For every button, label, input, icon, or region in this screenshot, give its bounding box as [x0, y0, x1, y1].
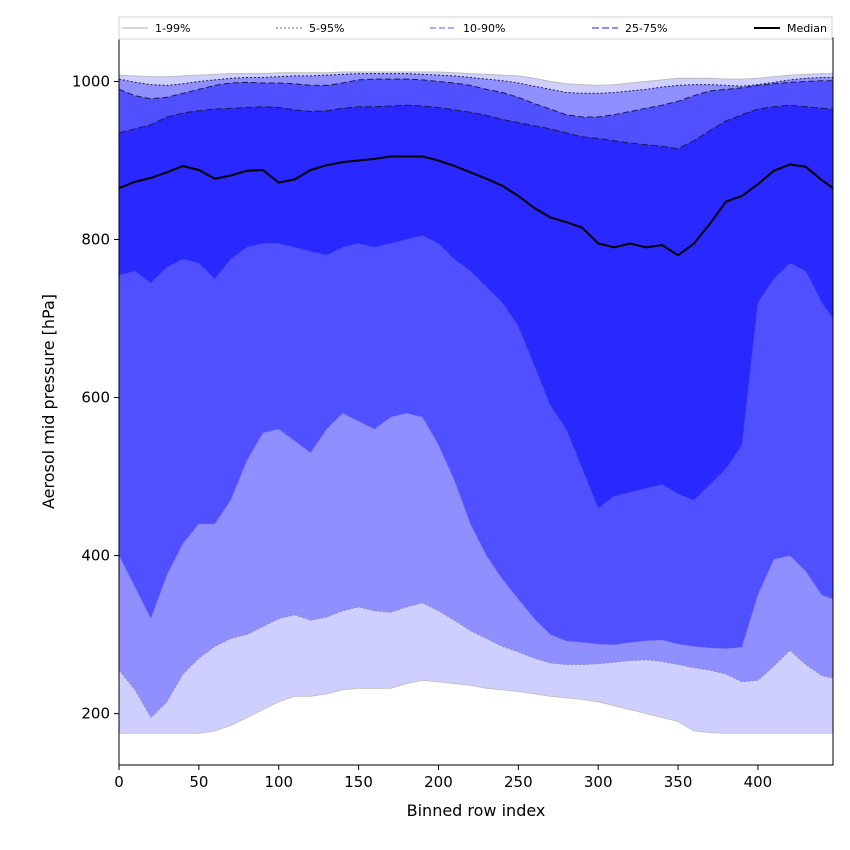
- y-tick-label: 400: [81, 547, 110, 565]
- legend: 1-99% 5-95% 10-90% 25-75% Median: [118, 16, 833, 40]
- x-tick-label: 150: [344, 773, 373, 791]
- median-line: [118, 155, 834, 257]
- band-edge-lines: [118, 71, 834, 734]
- band-lower-line-10-90pct: [118, 412, 834, 650]
- x-tick-label: 250: [504, 773, 533, 791]
- x-axis-ticks: 0 50 100 150 200 250 300 350 400: [114, 765, 772, 791]
- x-axis-label: Binned row index: [407, 801, 546, 820]
- x-tick-label: 200: [424, 773, 453, 791]
- band-25-75pct: [119, 105, 833, 509]
- band-upper-line-25-75pct: [118, 104, 834, 150]
- median-line-group: [118, 155, 834, 257]
- band-lower-line-5-95pct: [118, 602, 834, 719]
- x-tick-label: 400: [744, 773, 773, 791]
- legend-label: 5-95%: [309, 22, 344, 35]
- y-tick-label: 200: [81, 705, 110, 723]
- x-tick-label: 50: [189, 773, 208, 791]
- x-tick-label: 0: [114, 773, 124, 791]
- y-tick-label: 1000: [72, 72, 110, 90]
- legend-label: 10-90%: [463, 22, 505, 35]
- x-tick-label: 100: [264, 773, 293, 791]
- band-upper-line-10-90pct: [118, 78, 833, 118]
- band-lower-line-1-99pct: [119, 679, 833, 734]
- band-lower-line-25-75pct: [118, 235, 834, 509]
- band-upper-line-1-99pct: [118, 71, 833, 86]
- percentile-bands: [119, 72, 833, 734]
- x-tick-label: 350: [664, 773, 693, 791]
- y-axis-label: Aerosol mid pressure [hPa]: [39, 294, 58, 509]
- legend-label: 1-99%: [155, 22, 190, 35]
- legend-label: Median: [787, 22, 827, 35]
- x-tick-label: 300: [584, 773, 613, 791]
- y-axis-ticks: 200 400 600 800 1000: [72, 72, 119, 723]
- band-upper-line-5-95pct: [118, 73, 833, 94]
- legend-label: 25-75%: [625, 22, 667, 35]
- y-tick-label: 800: [81, 231, 110, 249]
- legend-box: [118, 16, 833, 40]
- y-tick-label: 600: [81, 389, 110, 407]
